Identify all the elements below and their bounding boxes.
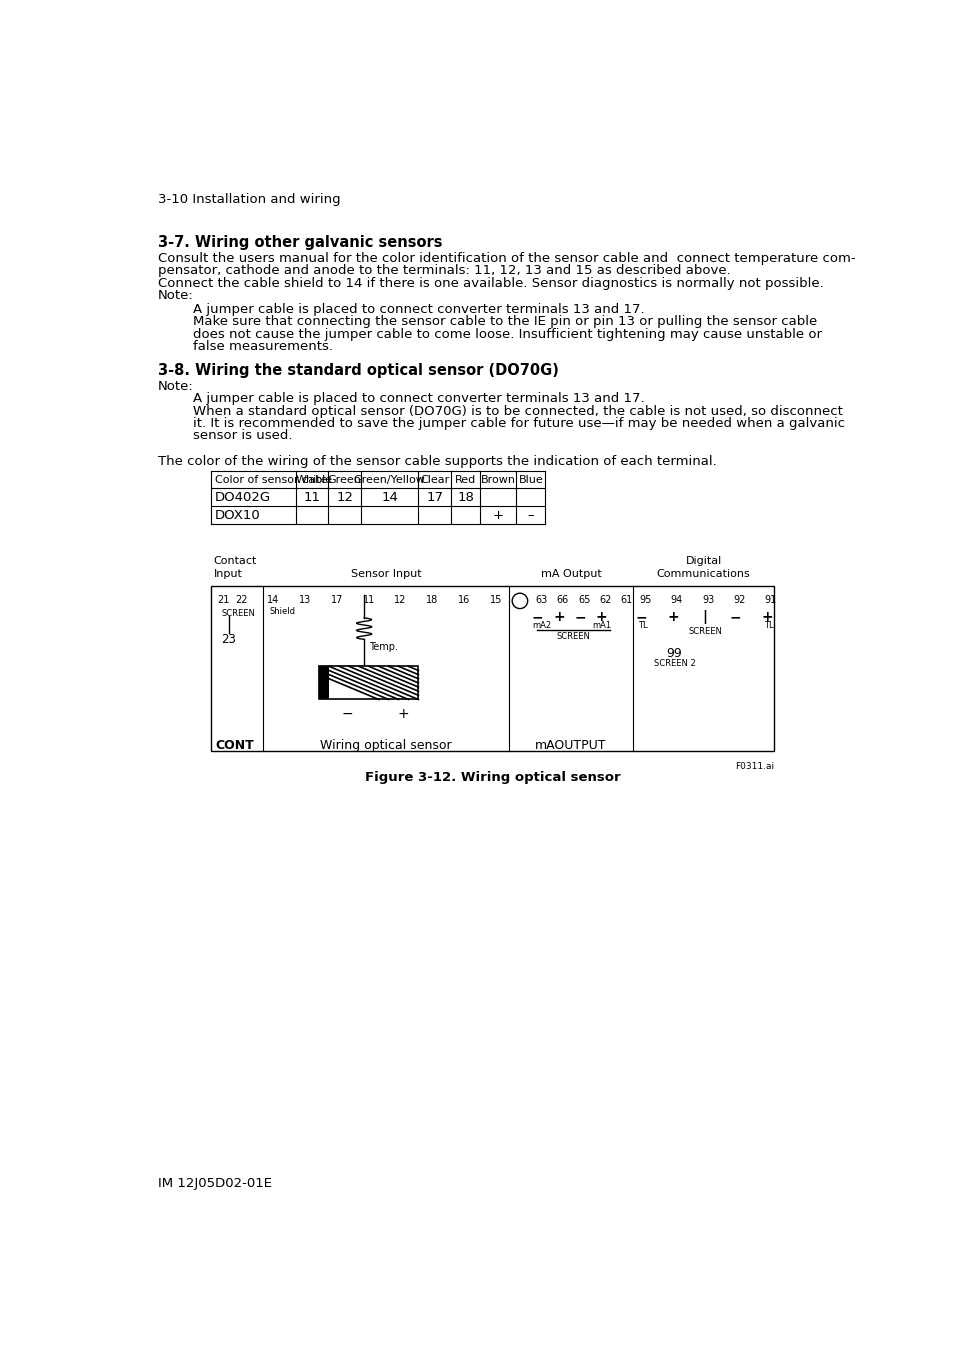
Text: 11: 11 bbox=[362, 595, 375, 605]
Text: 12: 12 bbox=[394, 595, 406, 605]
Text: |: | bbox=[701, 610, 706, 624]
Text: SCREEN: SCREEN bbox=[688, 628, 722, 636]
Text: Color of sensor cable: Color of sensor cable bbox=[214, 475, 332, 485]
Text: −: − bbox=[341, 707, 353, 721]
Text: +: + bbox=[760, 610, 772, 624]
Text: −: − bbox=[635, 610, 647, 624]
Text: 92: 92 bbox=[733, 595, 745, 605]
Text: Digital: Digital bbox=[685, 556, 721, 566]
Text: White: White bbox=[295, 475, 328, 485]
Text: Blue: Blue bbox=[517, 475, 542, 485]
Text: mA2: mA2 bbox=[532, 621, 551, 630]
Text: 3-7. Wiring other galvanic sensors: 3-7. Wiring other galvanic sensors bbox=[158, 235, 442, 250]
Text: 14: 14 bbox=[267, 595, 279, 605]
Bar bbox=[319, 667, 418, 699]
Bar bbox=[319, 667, 418, 699]
Text: 3-8. Wiring the standard optical sensor (DO70G): 3-8. Wiring the standard optical sensor … bbox=[158, 363, 558, 378]
Text: CONT: CONT bbox=[215, 738, 253, 752]
Text: 66: 66 bbox=[557, 595, 568, 605]
Text: –: – bbox=[527, 509, 534, 521]
Text: DO402G: DO402G bbox=[214, 491, 271, 504]
Text: +: + bbox=[397, 707, 409, 721]
Text: +: + bbox=[596, 610, 607, 624]
Text: −: − bbox=[729, 610, 740, 624]
Text: Brown: Brown bbox=[480, 475, 516, 485]
Text: Make sure that connecting the sensor cable to the IE pin or pin 13 or pulling th: Make sure that connecting the sensor cab… bbox=[193, 316, 817, 328]
Text: does not cause the jumper cable to come loose. Insufficient tightening may cause: does not cause the jumper cable to come … bbox=[193, 328, 821, 340]
Bar bbox=[319, 667, 328, 699]
Text: pensator, cathode and anode to the terminals: 11, 12, 13 and 15 as described abo: pensator, cathode and anode to the termi… bbox=[158, 265, 730, 277]
Text: Communications: Communications bbox=[656, 568, 750, 579]
Text: The color of the wiring of the sensor cable supports the indication of each term: The color of the wiring of the sensor ca… bbox=[158, 455, 716, 468]
Text: 94: 94 bbox=[670, 595, 682, 605]
Text: +: + bbox=[492, 509, 503, 521]
Text: 13: 13 bbox=[298, 595, 311, 605]
Text: 22: 22 bbox=[235, 595, 248, 605]
Text: When a standard optical sensor (DO70G) is to be connected, the cable is not used: When a standard optical sensor (DO70G) i… bbox=[193, 405, 841, 417]
Text: 63: 63 bbox=[535, 595, 547, 605]
Text: 99: 99 bbox=[666, 647, 681, 660]
Text: 91: 91 bbox=[764, 595, 777, 605]
Text: Note:: Note: bbox=[158, 379, 193, 393]
Text: mA Output: mA Output bbox=[540, 568, 600, 579]
Text: 18: 18 bbox=[426, 595, 438, 605]
Text: SCREEN 2: SCREEN 2 bbox=[653, 659, 695, 668]
Text: 65: 65 bbox=[578, 595, 590, 605]
Text: 15: 15 bbox=[489, 595, 501, 605]
Text: 18: 18 bbox=[456, 491, 474, 504]
Text: 11: 11 bbox=[303, 491, 320, 504]
Text: A jumper cable is placed to connect converter terminals 13 and 17.: A jumper cable is placed to connect conv… bbox=[193, 393, 644, 405]
Text: 14: 14 bbox=[381, 491, 397, 504]
Text: 23: 23 bbox=[221, 633, 236, 647]
Bar bbox=[211, 586, 773, 751]
Text: Consult the users manual for the color identification of the sensor cable and  c: Consult the users manual for the color i… bbox=[158, 252, 855, 265]
Text: 16: 16 bbox=[457, 595, 470, 605]
Text: Temp.: Temp. bbox=[369, 643, 397, 652]
Text: TL: TL bbox=[763, 621, 773, 630]
Text: Contact: Contact bbox=[213, 556, 257, 566]
Text: +: + bbox=[553, 610, 564, 624]
Text: +: + bbox=[666, 610, 679, 624]
Text: SCREEN: SCREEN bbox=[221, 609, 255, 617]
Text: −: − bbox=[574, 610, 585, 624]
Text: 62: 62 bbox=[598, 595, 611, 605]
Text: Red: Red bbox=[455, 475, 476, 485]
Text: 17: 17 bbox=[331, 595, 343, 605]
Text: mAOUTPUT: mAOUTPUT bbox=[535, 738, 606, 752]
Text: mA1: mA1 bbox=[592, 621, 611, 630]
Text: false measurements.: false measurements. bbox=[193, 340, 333, 352]
Text: 12: 12 bbox=[335, 491, 353, 504]
Text: Connect the cable shield to 14 if there is one available. Sensor diagnostics is : Connect the cable shield to 14 if there … bbox=[158, 277, 822, 290]
Text: 3-10 Installation and wiring: 3-10 Installation and wiring bbox=[158, 193, 340, 205]
Text: −: − bbox=[532, 610, 543, 624]
Text: TL: TL bbox=[638, 621, 647, 630]
Text: 93: 93 bbox=[701, 595, 714, 605]
Text: Sensor Input: Sensor Input bbox=[351, 568, 421, 579]
Text: Input: Input bbox=[213, 568, 242, 579]
Text: sensor is used.: sensor is used. bbox=[193, 429, 292, 443]
Text: Clear: Clear bbox=[419, 475, 449, 485]
Text: F0311.ai: F0311.ai bbox=[734, 761, 773, 771]
Text: A jumper cable is placed to connect converter terminals 13 and 17.: A jumper cable is placed to connect conv… bbox=[193, 302, 644, 316]
Text: Wiring optical sensor: Wiring optical sensor bbox=[320, 738, 452, 752]
Text: Note:: Note: bbox=[158, 289, 193, 302]
Text: 21: 21 bbox=[216, 595, 229, 605]
Text: it. It is recommended to save the jumper cable for future use—if may be needed w: it. It is recommended to save the jumper… bbox=[193, 417, 844, 429]
Text: 61: 61 bbox=[620, 595, 632, 605]
Text: IM 12J05D02-01E: IM 12J05D02-01E bbox=[158, 1177, 272, 1189]
Text: Figure 3-12. Wiring optical sensor: Figure 3-12. Wiring optical sensor bbox=[364, 771, 619, 784]
Text: Green: Green bbox=[328, 475, 361, 485]
Text: DOX10: DOX10 bbox=[214, 509, 260, 521]
Text: SCREEN: SCREEN bbox=[556, 632, 590, 641]
Text: 95: 95 bbox=[639, 595, 651, 605]
Text: Shield: Shield bbox=[270, 608, 295, 616]
Text: Green/Yellow: Green/Yellow bbox=[354, 475, 425, 485]
Text: 17: 17 bbox=[426, 491, 443, 504]
